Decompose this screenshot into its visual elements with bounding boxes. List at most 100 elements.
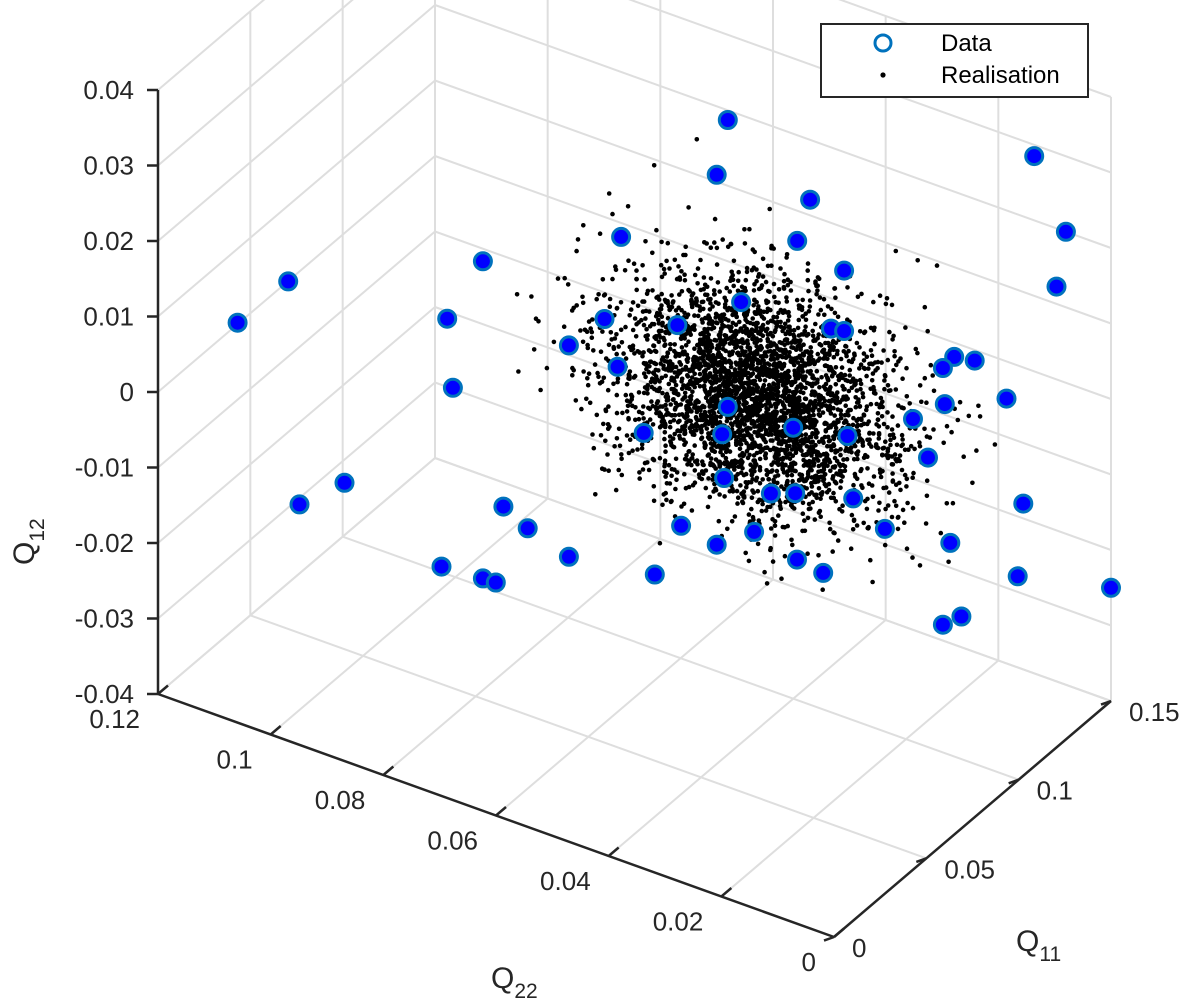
realisation-point — [790, 379, 795, 385]
realisation-point — [890, 479, 896, 484]
realisation-point — [763, 413, 768, 418]
realisation-point — [797, 372, 802, 378]
realisation-point — [776, 310, 781, 316]
realisation-point — [800, 297, 805, 303]
realisation-point — [736, 434, 741, 440]
realisation-point — [833, 295, 838, 301]
realisation-point — [645, 391, 650, 396]
realisation-point — [848, 546, 854, 551]
realisation-point — [711, 325, 717, 331]
realisation-point — [580, 300, 586, 306]
realisation-point — [759, 427, 764, 432]
data-point — [558, 546, 579, 567]
realisation-point — [741, 489, 747, 494]
realisation-point — [798, 444, 803, 449]
realisation-point — [850, 527, 856, 532]
realisation-point — [861, 520, 866, 526]
realisation-point — [641, 350, 646, 355]
data-point — [442, 377, 463, 398]
realisation-point — [728, 335, 733, 341]
data-point — [706, 164, 727, 185]
realisation-point — [864, 404, 870, 409]
realisation-point — [955, 417, 961, 423]
realisation-point — [799, 448, 804, 454]
realisation-point — [744, 440, 749, 446]
realisation-point — [798, 345, 804, 350]
realisation-point — [708, 342, 714, 348]
realisation-point — [787, 443, 792, 449]
data-point — [611, 226, 632, 247]
realisation-point — [773, 343, 779, 348]
realisation-point — [724, 285, 729, 291]
realisation-point — [732, 420, 738, 425]
realisation-point — [755, 412, 760, 417]
realisation-point — [616, 426, 622, 432]
realisation-point — [870, 494, 876, 500]
z-tick-label: 0.02 — [83, 226, 134, 256]
realisation-point — [788, 328, 793, 333]
realisation-point — [694, 302, 699, 308]
realisation-point — [833, 499, 839, 504]
realisation-point — [893, 248, 899, 254]
realisation-point — [619, 472, 625, 478]
realisation-point — [907, 401, 912, 406]
realisation-point — [727, 489, 733, 494]
realisation-point — [673, 364, 679, 370]
realisation-point — [571, 368, 576, 373]
realisation-point — [767, 206, 772, 212]
realisation-point — [710, 477, 715, 482]
realisation-point — [722, 305, 728, 310]
realisation-point — [735, 385, 741, 391]
realisation-point — [758, 347, 763, 352]
realisation-point — [904, 394, 910, 399]
realisation-point — [789, 464, 795, 470]
realisation-point — [822, 312, 827, 318]
realisation-point — [731, 258, 737, 264]
realisation-point — [768, 526, 774, 531]
realisation-point — [606, 468, 611, 474]
realisation-point — [885, 503, 891, 508]
realisation-point — [668, 402, 673, 407]
realisation-point — [787, 468, 792, 473]
realisation-point — [842, 386, 847, 392]
realisation-point — [529, 294, 534, 299]
realisation-point — [730, 489, 736, 494]
realisation-point — [727, 341, 733, 346]
realisation-point — [711, 288, 717, 293]
realisation-point — [868, 401, 874, 407]
realisation-point — [605, 387, 611, 393]
realisation-point — [870, 579, 875, 585]
realisation-point — [737, 430, 742, 435]
realisation-point — [790, 478, 795, 484]
realisation-point — [944, 501, 950, 506]
realisation-point — [669, 498, 674, 504]
realisation-point — [781, 389, 787, 394]
realisation-point — [739, 284, 745, 290]
realisation-point — [801, 463, 807, 468]
realisation-point — [922, 375, 928, 381]
realisation-point — [785, 523, 790, 529]
realisation-point — [831, 436, 837, 442]
realisation-point — [789, 537, 794, 543]
realisation-point — [757, 401, 763, 407]
realisation-point — [722, 460, 728, 465]
realisation-point — [930, 373, 935, 378]
realisation-point — [861, 351, 867, 356]
realisation-point — [890, 471, 895, 476]
realisation-point — [787, 456, 793, 462]
realisation-point — [671, 386, 677, 392]
x-axis-label-subscript: 11 — [1039, 943, 1061, 966]
realisation-point — [770, 517, 775, 522]
x-tick — [823, 935, 835, 942]
realisation-point — [695, 281, 700, 286]
realisation-point — [656, 339, 662, 345]
gridline-y — [608, 619, 887, 857]
y-tick — [720, 887, 733, 898]
realisation-point — [780, 524, 786, 530]
realisation-point — [657, 455, 663, 461]
realisation-point — [744, 449, 750, 454]
realisation-point — [853, 395, 858, 400]
realisation-point — [717, 420, 723, 425]
realisation-point — [742, 380, 747, 386]
realisation-point — [832, 465, 837, 470]
